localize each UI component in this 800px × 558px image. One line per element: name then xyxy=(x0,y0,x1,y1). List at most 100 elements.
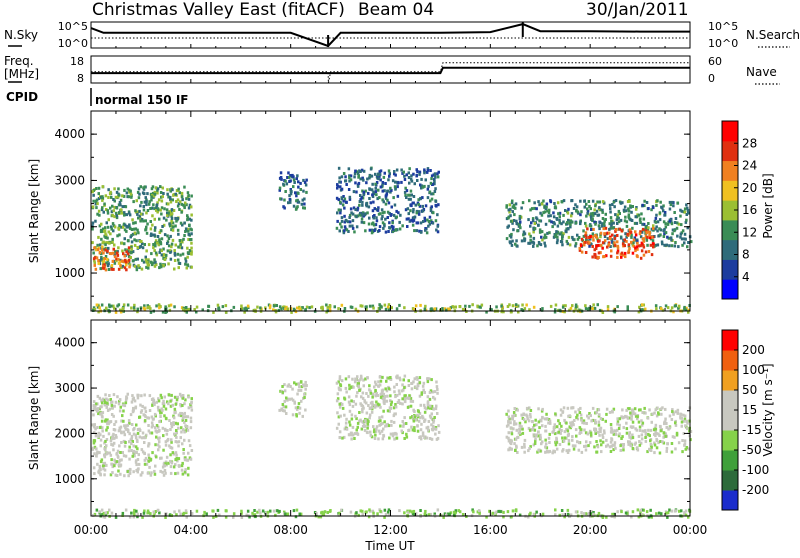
velocity-cell xyxy=(567,439,571,443)
velocity-cell xyxy=(398,376,401,380)
velocity-cell xyxy=(288,397,291,401)
power-ylabel: Slant Range [km] xyxy=(27,159,41,263)
power-cell xyxy=(336,184,340,188)
velocity-cell xyxy=(335,399,339,403)
power-cell xyxy=(149,310,153,314)
velocity-cell xyxy=(527,515,530,519)
power-cell xyxy=(654,243,658,247)
power-cell xyxy=(190,232,193,236)
velocity-colorbar-tick-label: 100 xyxy=(742,363,765,377)
power-cell xyxy=(348,197,352,201)
velocity-cell xyxy=(529,445,532,449)
velocity-cell xyxy=(534,418,537,422)
power-cell xyxy=(515,219,518,223)
power-cell xyxy=(394,187,397,191)
velocity-cell xyxy=(170,446,174,450)
velocity-cell xyxy=(107,422,110,426)
power-cell xyxy=(283,305,286,309)
velocity-cell xyxy=(528,406,531,410)
power-cell xyxy=(505,237,509,241)
velocity-cell xyxy=(674,410,678,414)
power-cell xyxy=(374,186,377,190)
power-cell xyxy=(133,308,136,312)
velocity-cell xyxy=(552,449,555,453)
power-cell xyxy=(416,170,419,174)
power-cell xyxy=(134,221,137,225)
velocity-cell xyxy=(143,509,146,513)
velocity-cell xyxy=(93,452,96,456)
power-cell xyxy=(417,210,421,214)
velocity-cell xyxy=(544,424,547,428)
velocity-cell xyxy=(384,512,388,516)
velocity-cell xyxy=(183,420,186,424)
velocity-cell xyxy=(421,431,425,435)
power-cell xyxy=(127,258,131,262)
velocity-cell xyxy=(93,512,97,516)
velocity-cell xyxy=(605,438,608,442)
velocity-cell xyxy=(616,420,620,424)
power-cell xyxy=(343,220,347,224)
velocity-cell xyxy=(174,440,177,444)
velocity-cell xyxy=(98,510,101,514)
velocity-cell xyxy=(166,400,169,404)
velocity-cell xyxy=(511,509,515,513)
power-cell xyxy=(621,253,625,257)
power-cell xyxy=(397,181,400,185)
power-cell xyxy=(615,228,618,232)
velocity-cell xyxy=(181,418,184,422)
velocity-cell xyxy=(400,429,403,433)
power-cell xyxy=(102,251,105,255)
velocity-cell xyxy=(297,382,301,386)
velocity-cell xyxy=(671,435,675,439)
velocity-cell xyxy=(645,510,649,514)
power-cell xyxy=(264,306,267,310)
power-cell xyxy=(408,181,411,185)
velocity-cell xyxy=(136,428,140,431)
power-cell xyxy=(371,195,375,198)
power-cell xyxy=(640,230,644,234)
power-cell xyxy=(384,194,388,198)
power-cell xyxy=(101,206,104,210)
velocity-cell xyxy=(591,406,595,410)
velocity-cell xyxy=(610,437,613,441)
velocity-cell xyxy=(566,429,570,433)
velocity-cell xyxy=(454,509,458,513)
velocity-cell xyxy=(376,512,379,516)
power-cell xyxy=(391,179,395,183)
power-cell xyxy=(354,169,357,173)
velocity-cell xyxy=(339,414,342,418)
power-cell xyxy=(593,306,597,310)
power-cell xyxy=(668,200,672,204)
velocity-cell xyxy=(377,429,381,433)
power-cell xyxy=(431,182,435,186)
velocity-cell xyxy=(151,451,154,455)
power-cell xyxy=(121,308,124,312)
power-cell xyxy=(345,183,348,186)
velocity-cell xyxy=(613,512,616,516)
power-cell xyxy=(676,201,680,205)
power-cell xyxy=(328,304,332,308)
power-cell xyxy=(591,255,594,259)
power-cell xyxy=(610,223,613,227)
velocity-cell xyxy=(337,386,341,390)
power-cell xyxy=(633,236,637,240)
velocity-cell xyxy=(661,406,664,410)
power-cell xyxy=(117,267,121,271)
velocity-cell xyxy=(180,464,184,468)
power-cell xyxy=(672,204,675,208)
power-cell xyxy=(616,234,619,237)
power-cell xyxy=(382,175,386,179)
power-cell xyxy=(628,247,631,250)
velocity-cell xyxy=(613,515,616,519)
power-cell xyxy=(391,229,395,233)
power-cell xyxy=(166,211,169,215)
power-cell xyxy=(167,244,171,248)
power-cell xyxy=(351,226,355,230)
velocity-colorbar-tick-label: -50 xyxy=(742,443,762,457)
velocity-cell xyxy=(118,458,122,462)
x-axis-label: Time UT xyxy=(364,539,415,553)
power-cell xyxy=(151,185,155,189)
power-cell xyxy=(635,245,639,249)
power-cell xyxy=(108,305,111,309)
